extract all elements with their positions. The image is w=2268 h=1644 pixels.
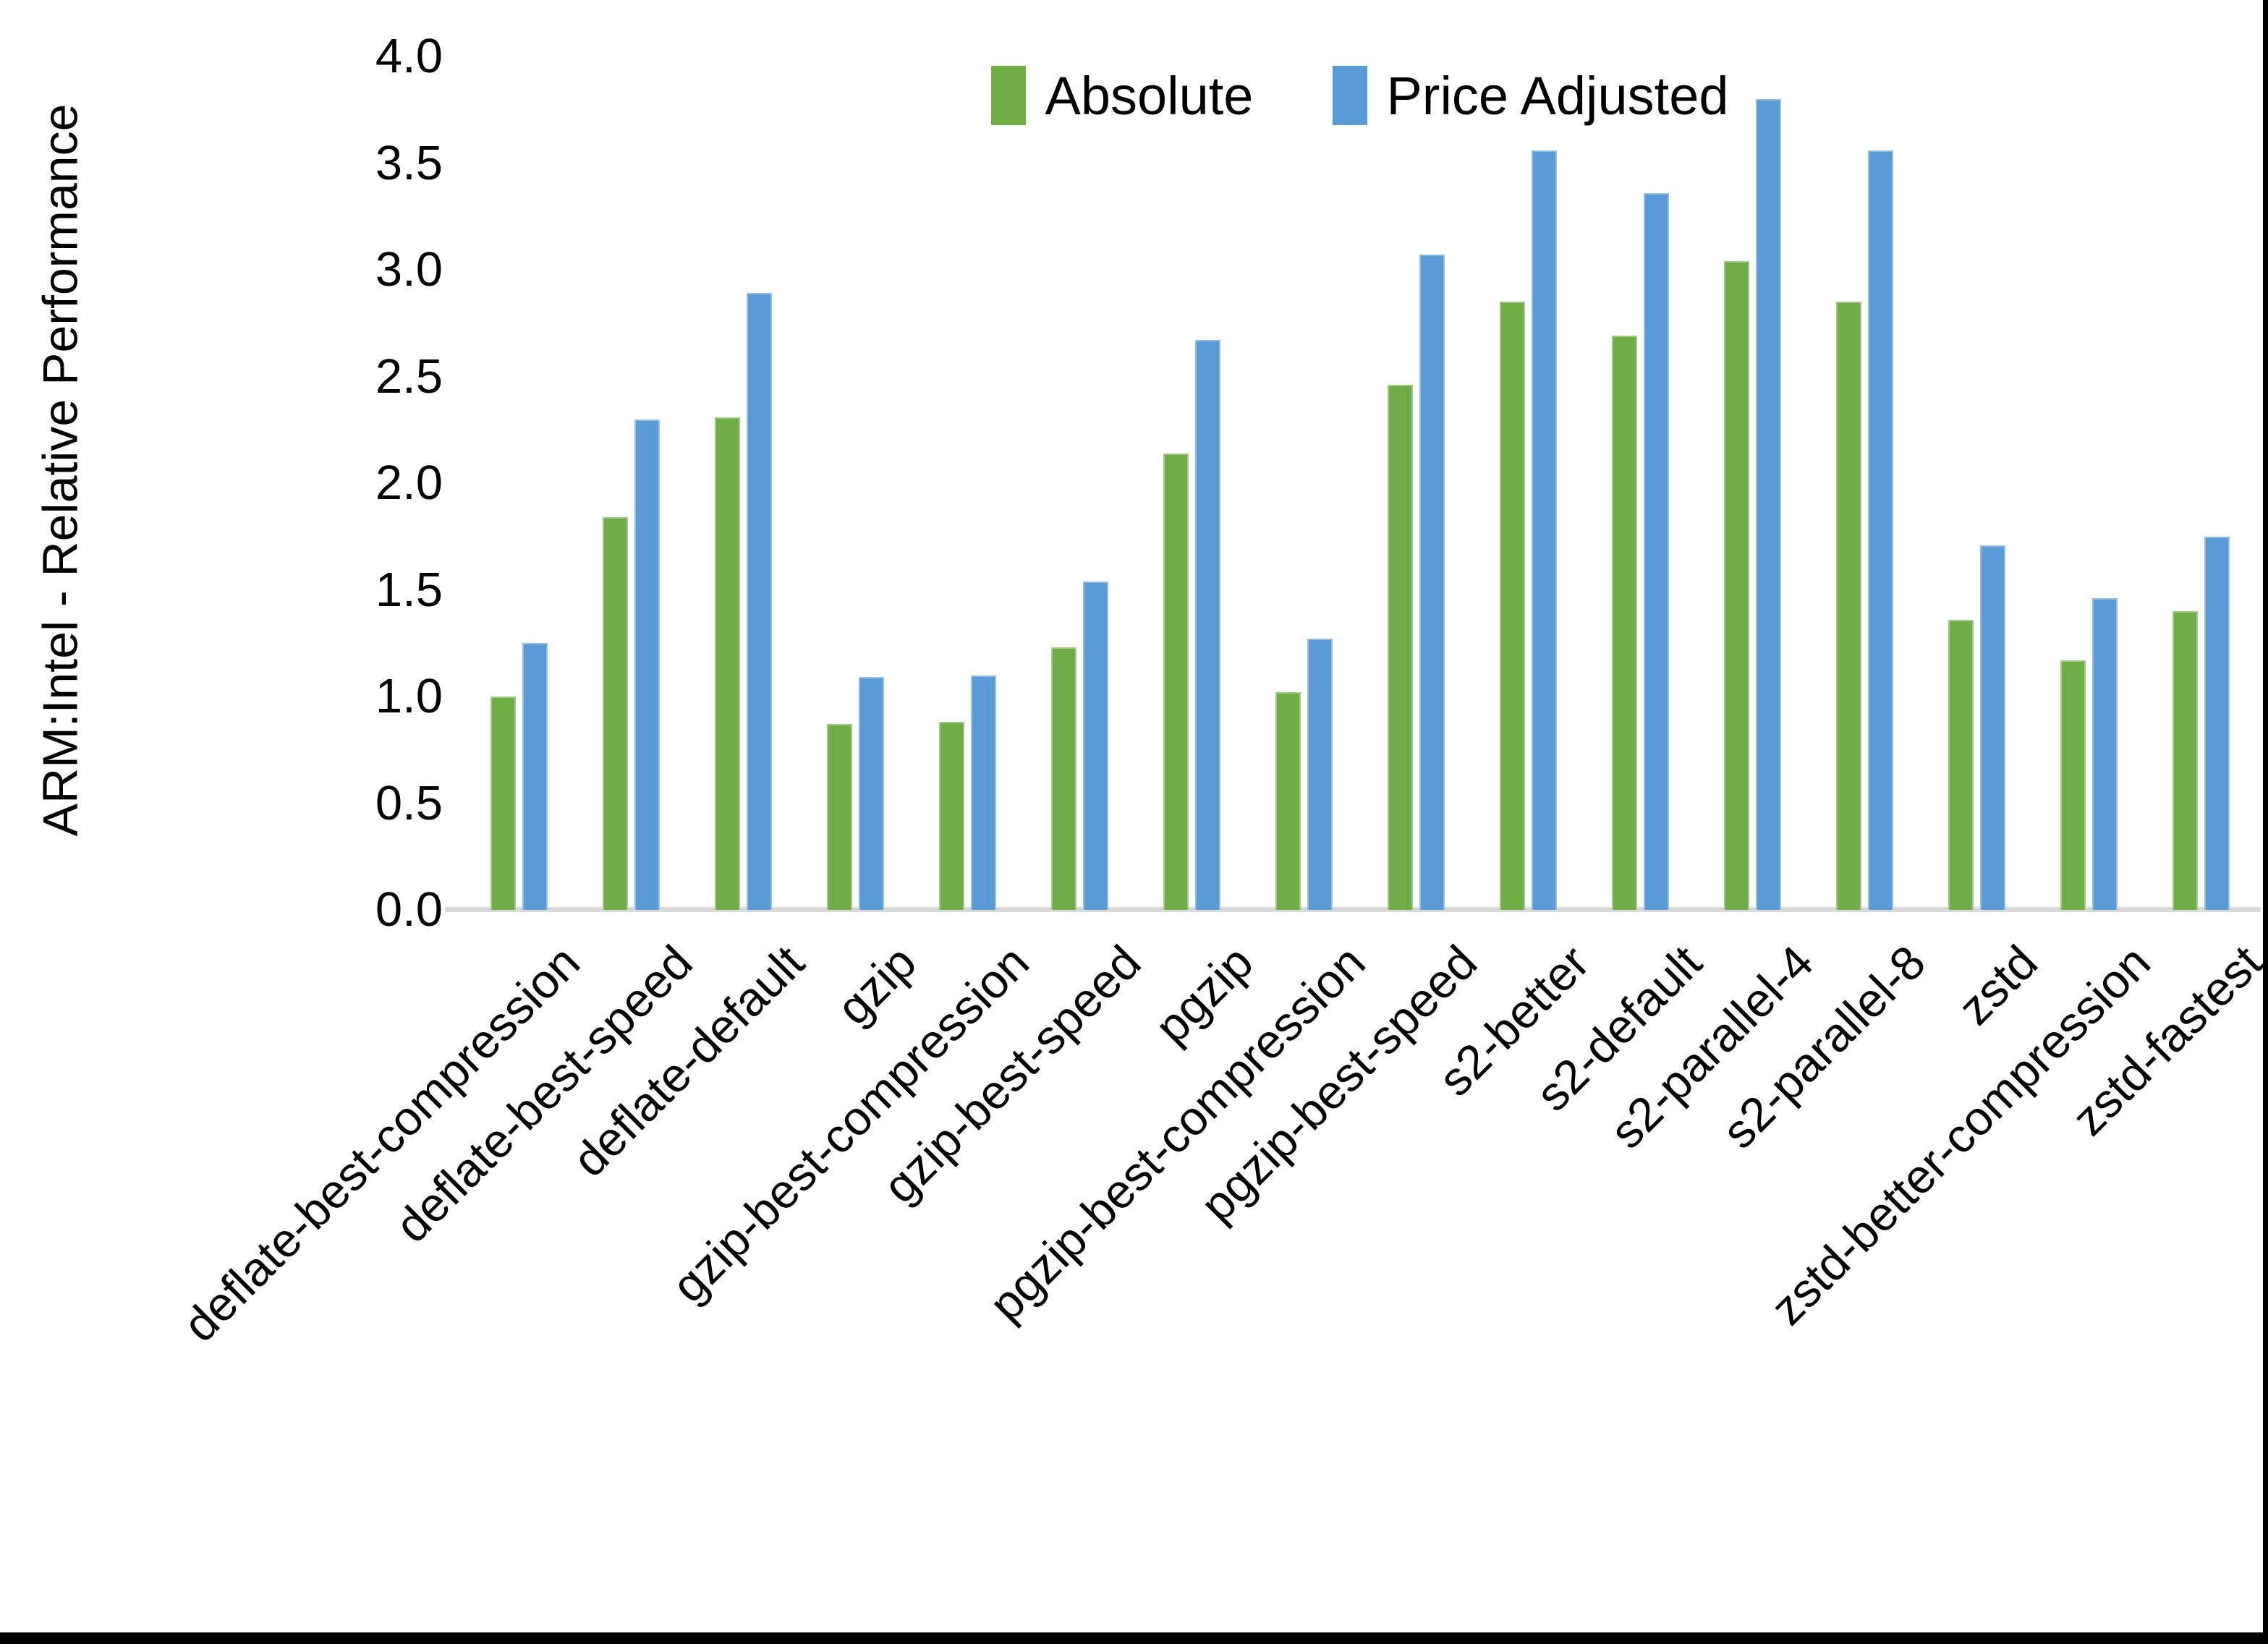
legend-item-price-adjusted: Price Adjusted — [1333, 65, 1729, 127]
bar-group — [799, 56, 912, 910]
bar-absolute — [939, 722, 964, 910]
bar-group — [687, 56, 799, 910]
bar-absolute — [1051, 647, 1076, 910]
bar-price-adjusted — [1980, 545, 2005, 910]
frame-border-bottom — [0, 1632, 2268, 1644]
y-tick-label: 1.5 — [375, 562, 443, 617]
bar-group — [463, 56, 575, 910]
bar-price-adjusted — [2092, 598, 2118, 910]
bar-group — [1248, 56, 1360, 910]
legend-label-price-adjusted: Price Adjusted — [1386, 65, 1729, 126]
bar-price-adjusted — [522, 643, 548, 910]
bar-group — [1360, 56, 1472, 910]
frame-border-right — [2263, 0, 2268, 1644]
bar-price-adjusted — [1644, 192, 1669, 910]
bar-absolute — [2060, 660, 2086, 910]
bar-absolute — [490, 697, 516, 910]
bar-price-adjusted — [1195, 340, 1220, 910]
bar-group — [1136, 56, 1248, 910]
bar-group — [912, 56, 1024, 910]
plot-area — [463, 56, 2257, 910]
bar-absolute — [1724, 261, 1749, 910]
bar-absolute — [1500, 302, 1525, 910]
legend: Absolute Price Adjusted — [463, 52, 2257, 139]
legend-swatch-absolute — [991, 66, 1027, 125]
y-axis-title: ARM:Intel - Relative Performance — [33, 103, 88, 837]
bar-price-adjusted — [1083, 581, 1108, 910]
bar-absolute — [1388, 385, 1413, 910]
x-category-label: gzip — [826, 934, 927, 1035]
y-tick-label: 4.0 — [375, 29, 443, 83]
y-tick-label: 3.5 — [375, 135, 443, 190]
bar-price-adjusted — [1419, 255, 1445, 910]
bar-price-adjusted — [2204, 536, 2230, 910]
bar-price-adjusted — [971, 675, 996, 910]
y-tick-label: 2.0 — [375, 456, 443, 510]
x-category-label: zstd — [1948, 934, 2048, 1035]
bar-group — [1921, 56, 2033, 910]
y-tick-label: 0.0 — [375, 882, 443, 937]
bar-absolute — [1163, 453, 1189, 910]
bar-group — [1584, 56, 1696, 910]
bar-group — [2145, 56, 2257, 910]
y-axis-title-box: ARM:Intel - Relative Performance — [13, 0, 107, 940]
bar-group — [1024, 56, 1136, 910]
bar-price-adjusted — [747, 293, 772, 910]
bar-price-adjusted — [634, 419, 660, 910]
bar-absolute — [715, 417, 740, 910]
legend-item-absolute: Absolute — [991, 65, 1253, 127]
bar-price-adjusted — [1532, 150, 1557, 910]
y-tick-label: 3.0 — [375, 242, 443, 297]
bar-absolute — [2173, 611, 2198, 910]
bar-group — [1696, 56, 1809, 910]
bar-absolute — [1948, 619, 1974, 910]
bar-price-adjusted — [1307, 639, 1333, 910]
y-tick-label: 2.5 — [375, 349, 443, 404]
bar-group — [1809, 56, 1921, 910]
bar-price-adjusted — [859, 677, 884, 910]
bar-absolute — [1275, 692, 1301, 910]
bar-absolute — [1836, 302, 1861, 910]
bar-price-adjusted — [1756, 99, 1781, 910]
bar-group — [1472, 56, 1584, 910]
bar-absolute — [827, 724, 852, 910]
bar-price-adjusted — [1868, 150, 1893, 910]
bar-group — [2033, 56, 2145, 910]
bar-group — [575, 56, 687, 910]
x-axis-line — [445, 907, 2261, 912]
legend-swatch-price-adjusted — [1333, 66, 1368, 125]
y-tick-label: 1.0 — [375, 669, 443, 723]
y-tick-label: 0.5 — [375, 775, 443, 830]
bar-absolute — [603, 517, 628, 910]
legend-label-absolute: Absolute — [1045, 65, 1254, 126]
bar-absolute — [1612, 336, 1637, 910]
